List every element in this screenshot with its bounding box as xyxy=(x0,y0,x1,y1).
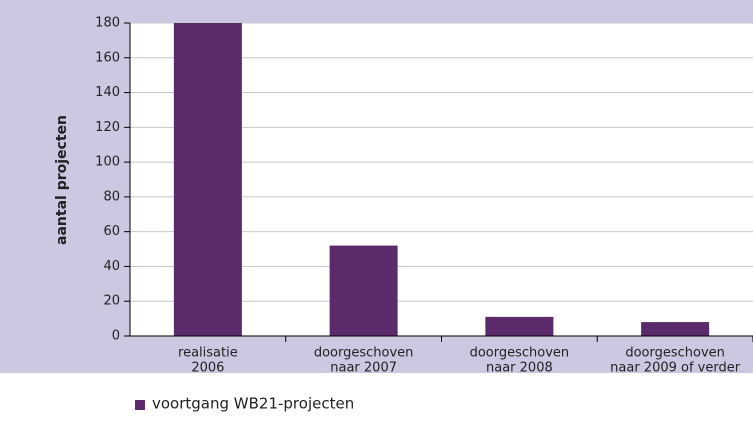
bar xyxy=(329,245,398,336)
x-tick-label: realisatie xyxy=(178,346,238,361)
y-tick-label: 20 xyxy=(103,294,120,309)
x-tick-label: 2006 xyxy=(191,361,224,376)
x-tick-label: naar 2008 xyxy=(486,361,553,376)
bar xyxy=(641,322,710,336)
x-tick-label: naar 2009 of verder xyxy=(610,361,741,376)
y-tick-label: 140 xyxy=(95,85,120,100)
x-tick-label: doorgeschoven xyxy=(470,346,570,361)
y-tick-label: 180 xyxy=(95,16,120,31)
y-axis-label: aantal projecten xyxy=(54,115,70,245)
legend-label: voortgang WB21-projecten xyxy=(152,395,354,413)
y-tick-label: 60 xyxy=(103,224,120,239)
x-tick-label: doorgeschoven xyxy=(314,346,414,361)
legend-swatch xyxy=(135,400,145,410)
y-tick-label: 80 xyxy=(103,189,120,204)
bar xyxy=(485,316,554,336)
y-tick-label: 40 xyxy=(103,259,120,274)
x-tick-label: naar 2007 xyxy=(330,361,397,376)
x-tick-label: doorgeschoven xyxy=(625,346,725,361)
bar xyxy=(173,23,242,336)
y-tick-label: 100 xyxy=(95,155,120,170)
y-tick-label: 120 xyxy=(95,120,120,135)
y-tick-label: 160 xyxy=(95,50,120,65)
y-tick-label: 0 xyxy=(112,329,120,344)
